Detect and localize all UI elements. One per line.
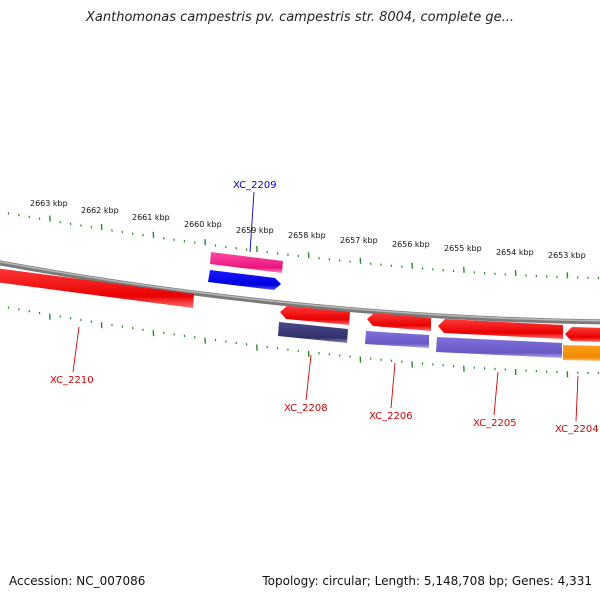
feature-labels: XC_2209 XC_2210 XC_2208 XC_2206 XC_2205 … <box>50 180 599 435</box>
genome-backbone-highlight <box>0 261 600 322</box>
gene-xc2204-cds[interactable] <box>563 345 600 361</box>
feature-label-xc2210[interactable]: XC_2210 <box>50 375 94 386</box>
tick-label: 2660 kbp <box>184 220 222 229</box>
leader-line-xc2205 <box>493 371 499 416</box>
leader-line-xc2209 <box>249 191 255 253</box>
tick-labels: 2663 kbp 2662 kbp 2661 kbp 2660 kbp 2659… <box>30 199 586 260</box>
tick-label: 2654 kbp <box>496 248 534 257</box>
gene-xc2209-cds[interactable] <box>208 270 281 290</box>
tick-label: 2658 kbp <box>288 231 326 240</box>
leader-line-xc2210 <box>72 326 80 373</box>
tick-label: 2663 kbp <box>30 199 68 208</box>
tick-label: 2662 kbp <box>81 206 119 215</box>
inner-tick-marks <box>7 306 600 378</box>
feature-label-xc2208[interactable]: XC_2208 <box>284 403 328 414</box>
outer-tick-marks <box>7 212 600 280</box>
gene-xc2204[interactable] <box>565 327 600 342</box>
genome-backbone <box>0 260 600 325</box>
gene-xc2205-cds[interactable] <box>436 337 562 358</box>
gene-xc2209-forward[interactable] <box>210 252 283 273</box>
page-title: Xanthomonas campestris pv. campestris st… <box>86 10 514 25</box>
gene-xc2206-cds[interactable] <box>365 331 429 348</box>
tick-label: 2659 kbp <box>236 226 274 235</box>
tick-label: 2657 kbp <box>340 236 378 245</box>
feature-label-xc2205[interactable]: XC_2205 <box>473 418 517 429</box>
feature-label-xc2206[interactable]: XC_2206 <box>369 411 413 422</box>
leader-line-xc2206 <box>390 362 396 409</box>
gene-xc2206[interactable] <box>367 313 431 331</box>
accession-footer: Accession: NC_007086 <box>9 574 146 588</box>
feature-label-xc2204[interactable]: XC_2204 <box>555 424 599 435</box>
genome-summary-footer: Topology: circular; Length: 5,148,708 bp… <box>262 574 592 588</box>
gene-xc2210[interactable] <box>0 268 194 308</box>
feature-label-xc2209[interactable]: XC_2209 <box>233 180 277 191</box>
gene-xc2208[interactable] <box>280 306 350 325</box>
gene-xc2208-cds[interactable] <box>278 322 348 343</box>
tick-label: 2653 kbp <box>548 251 586 260</box>
tick-label: 2656 kbp <box>392 240 430 249</box>
tick-label: 2655 kbp <box>444 244 482 253</box>
leader-line-xc2208 <box>305 354 312 401</box>
tick-label: 2661 kbp <box>132 213 170 222</box>
gene-xc2205[interactable] <box>438 319 563 339</box>
label-leader-lines <box>72 191 579 422</box>
leader-line-xc2204 <box>575 375 579 422</box>
